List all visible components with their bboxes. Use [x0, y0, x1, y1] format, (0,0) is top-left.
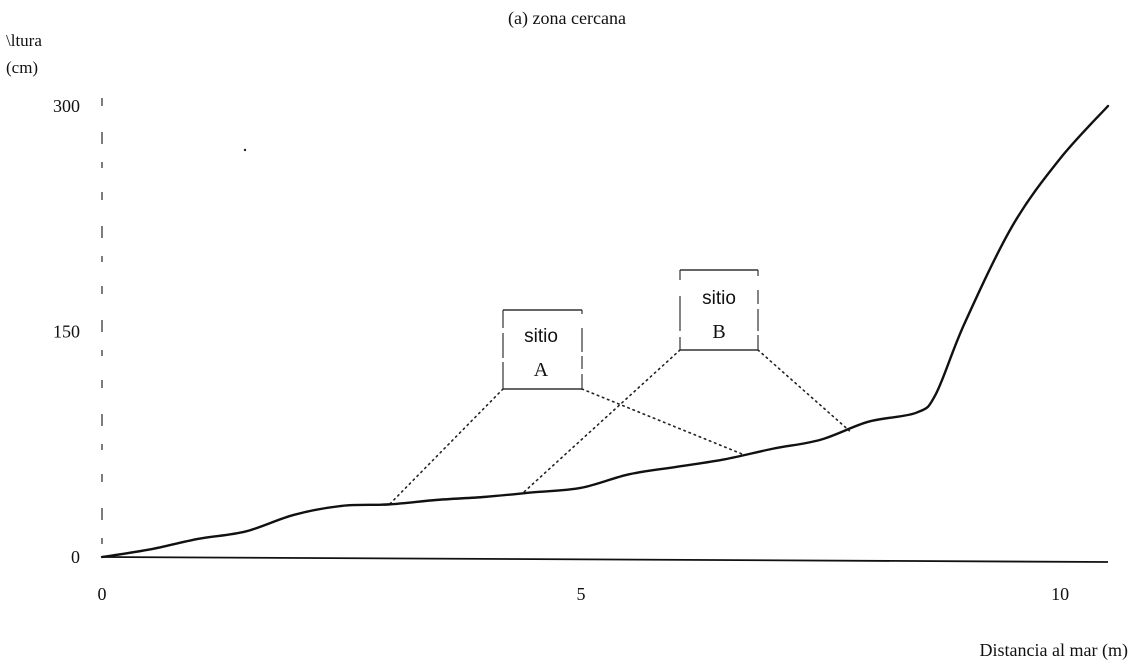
leader-lines — [388, 349, 851, 506]
callout-sitio-a: sitio A — [502, 309, 583, 390]
callout-a-line2: A — [534, 359, 549, 381]
callout-b-leader-line — [522, 349, 681, 494]
x-axis-label: Distancia al mar (m) — [980, 640, 1128, 661]
callout-a-line1: sitio — [524, 326, 558, 347]
y-axis-label-line1: \ltura — [6, 31, 42, 50]
tick-labels: 0 150 300 0 5 10 — [53, 96, 1069, 604]
y-tick-label: 0 — [71, 547, 80, 567]
callout-a-leader-line — [581, 388, 745, 456]
chart-title: (a) zona cercana — [508, 8, 626, 29]
y-axis-label-line2: (cm) — [6, 58, 38, 77]
speck-mark — [243, 148, 247, 152]
callout-a-leader-line — [388, 388, 504, 506]
x-tick-label: 0 — [98, 584, 107, 604]
x-axis-line — [101, 556, 1109, 563]
callout-b-line1: sitio — [702, 288, 736, 309]
callout-b-line2: B — [712, 321, 725, 343]
x-tick-label: 5 — [577, 584, 586, 604]
x-tick-label: 10 — [1051, 584, 1069, 604]
callout-b-leader-line — [757, 349, 851, 432]
series-line — [100, 104, 1110, 559]
y-tick-label: 150 — [53, 322, 80, 342]
callout-sitio-b: sitio B — [679, 269, 759, 351]
y-tick-label: 300 — [53, 96, 80, 116]
